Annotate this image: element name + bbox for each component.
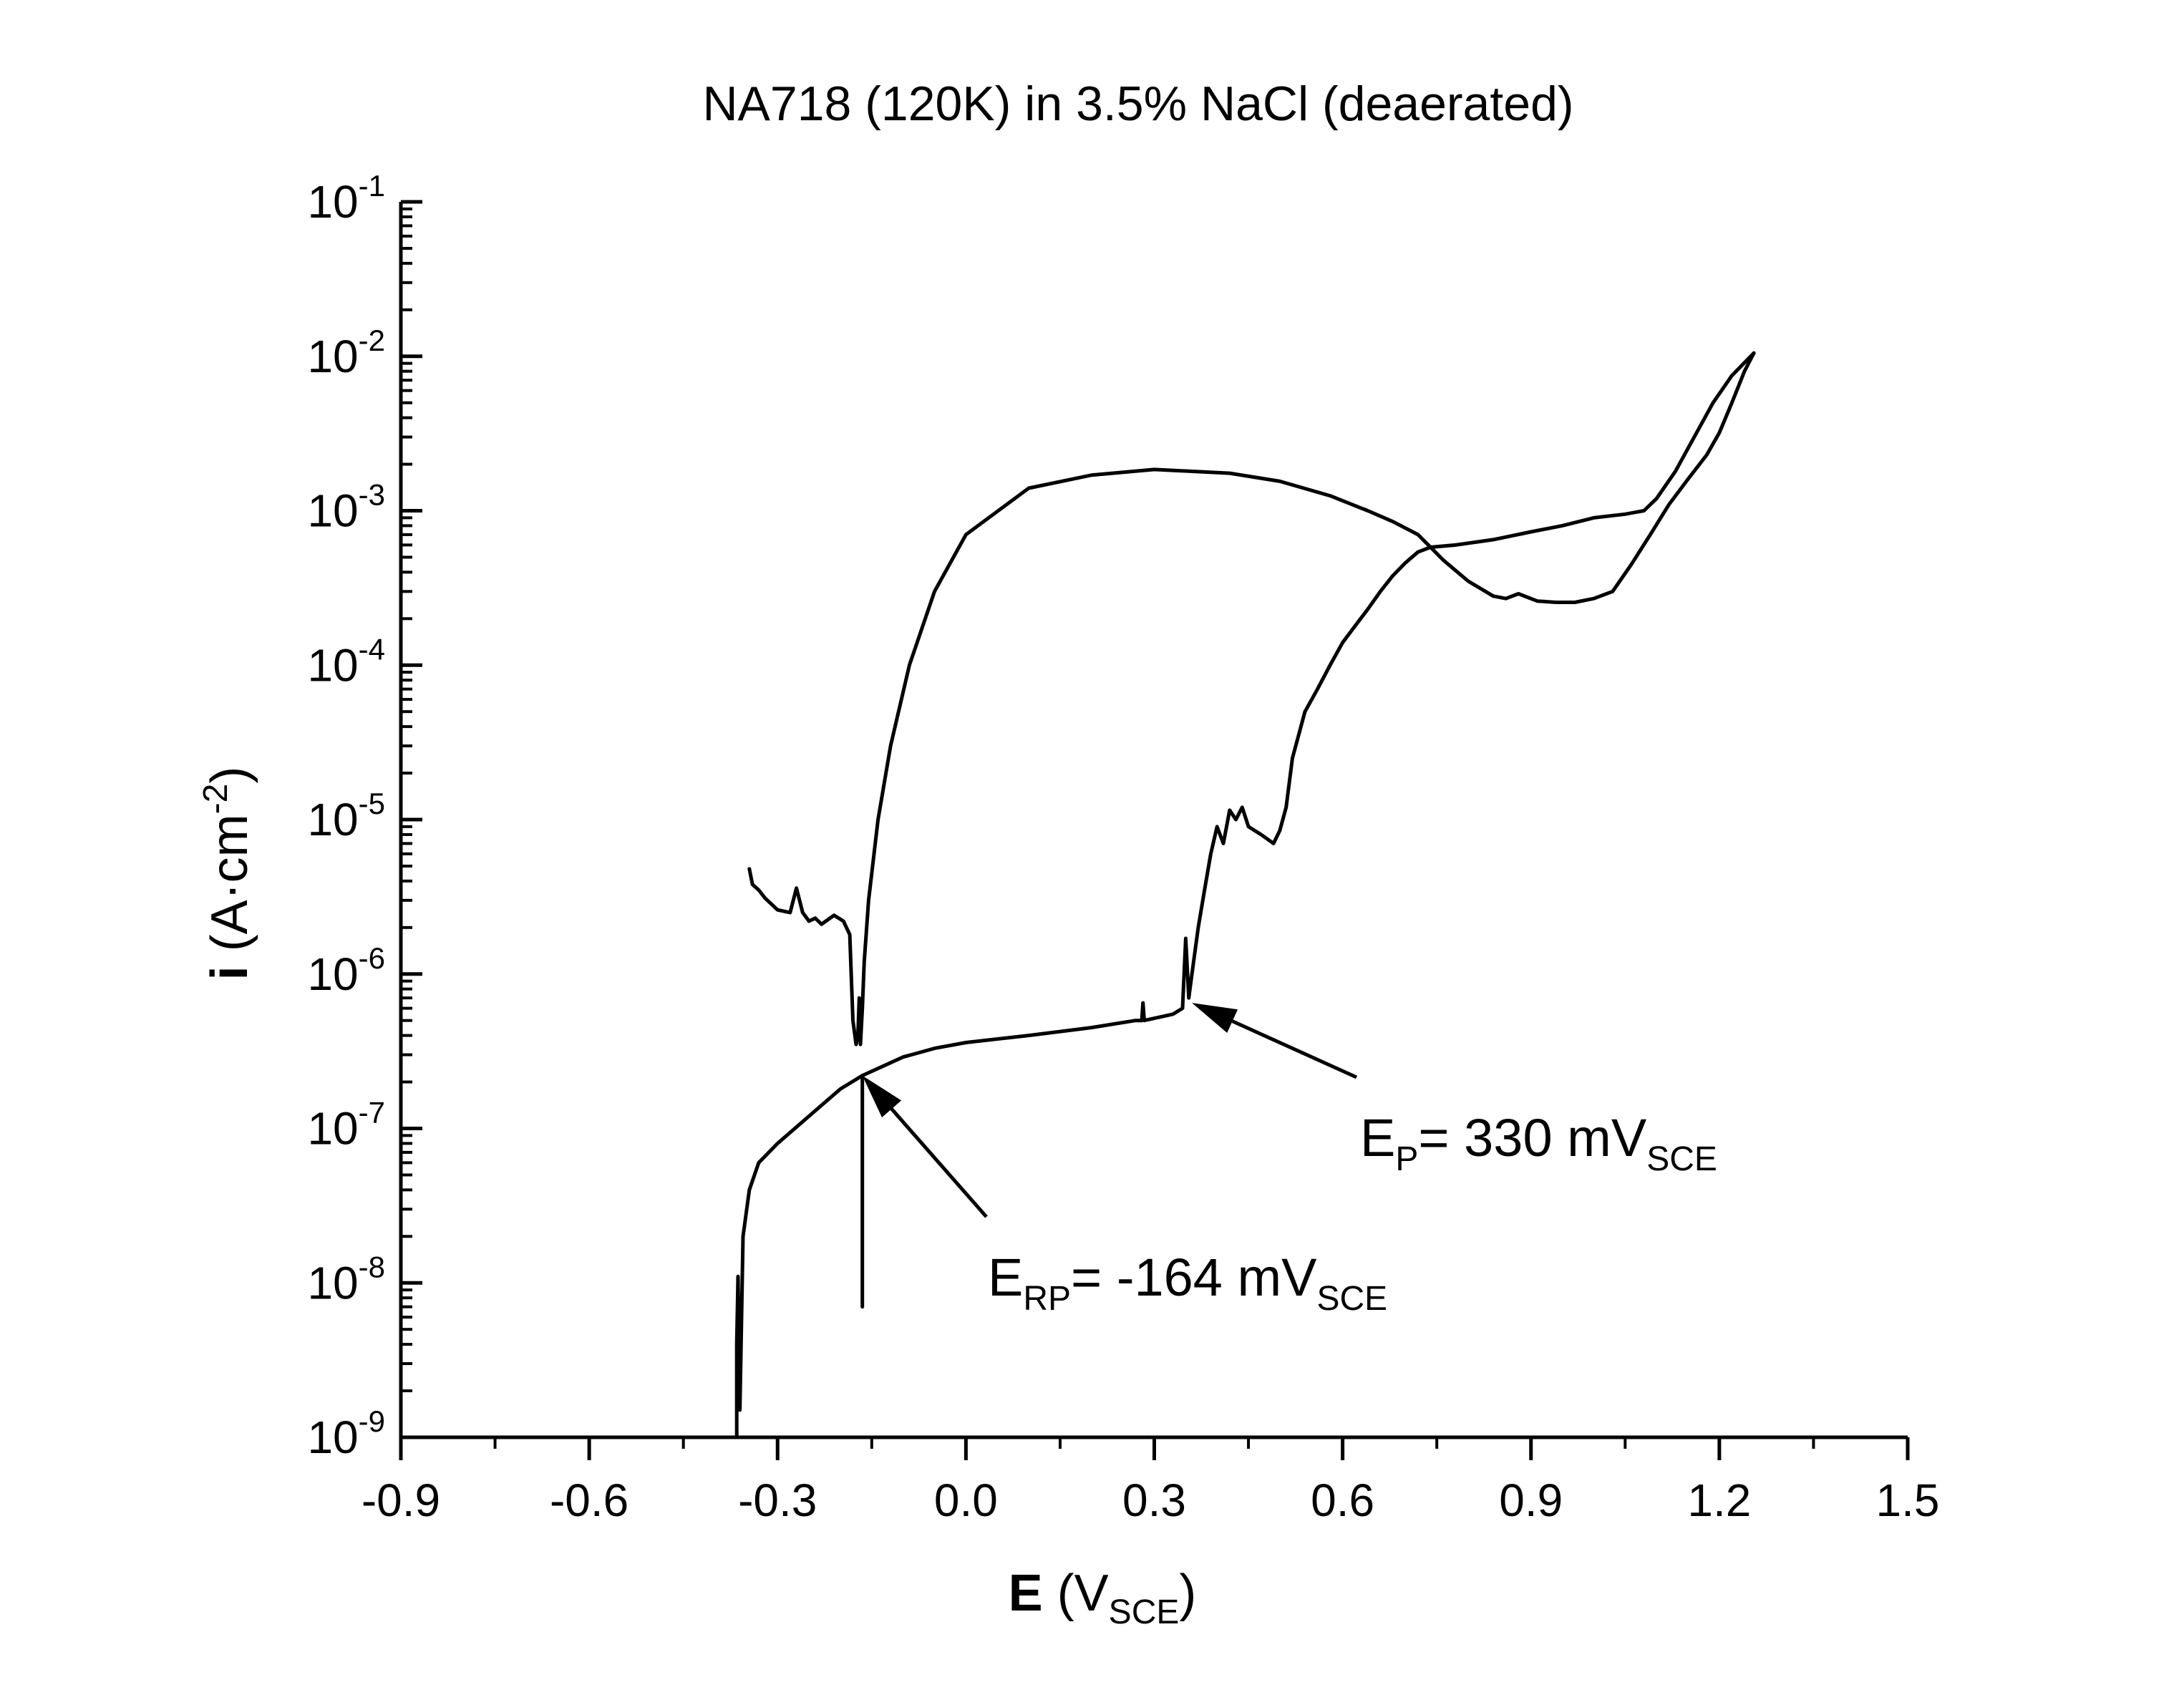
x-ticks: -0.9 -0.6 -0.3 0.0 0.3 0.6 0.9 1.2 1.5	[361, 1437, 1940, 1526]
x-tick-label: 1.2	[1687, 1475, 1751, 1526]
x-tick-label: -0.9	[361, 1475, 440, 1526]
x-tick-label: 0.9	[1499, 1475, 1563, 1526]
x-axis-label-text: (V	[1043, 1565, 1109, 1622]
annotation-label: ERP= -164 mVSCE	[988, 1248, 1387, 1318]
y-axis-label-close: )	[201, 767, 258, 784]
y-tick-label: 10-5	[307, 787, 385, 845]
y-ticks: 10-910-810-710-610-510-410-310-210-1	[307, 169, 422, 1463]
annotation-unit-sub: SCE	[1646, 1140, 1717, 1178]
annotation-symbol-sub: RP	[1023, 1280, 1071, 1318]
y-tick-exponent: -7	[359, 1096, 385, 1130]
y-tick-label: 10-3	[307, 478, 385, 537]
polarization-curve	[734, 351, 1756, 1439]
y-tick-base: 10	[307, 331, 358, 382]
annotation-arrowhead	[862, 1075, 902, 1118]
y-tick-base: 10	[307, 794, 358, 845]
y-tick-label: 10-7	[307, 1096, 385, 1155]
x-tick-label: 0.6	[1311, 1475, 1374, 1526]
y-tick-base: 10	[307, 1103, 358, 1155]
x-tick-label: 0.3	[1122, 1475, 1186, 1526]
y-tick-exponent: -5	[359, 787, 385, 820]
y-axis-label-text: (A·cm	[201, 814, 258, 966]
y-tick-base: 10	[307, 639, 358, 691]
y-tick-exponent: -9	[359, 1404, 385, 1438]
x-axis-label-symbol: E	[1009, 1565, 1043, 1622]
x-axis-label-close: )	[1179, 1565, 1196, 1622]
y-tick-exponent: -4	[359, 632, 385, 666]
y-axis-label-symbol: i	[201, 966, 258, 980]
y-tick-label: 10-4	[307, 632, 385, 691]
y-tick-base: 10	[307, 1412, 358, 1463]
y-tick-exponent: -8	[359, 1250, 385, 1283]
x-axis-label: E (VSCE)	[1009, 1565, 1197, 1631]
y-tick-label: 10-1	[307, 169, 385, 228]
y-tick-base: 10	[307, 1257, 358, 1308]
annotation-symbol: E	[988, 1248, 1023, 1307]
annotation-symbol: E	[1360, 1108, 1395, 1167]
y-tick-label: 10-8	[307, 1250, 385, 1308]
annotation-symbol-sub: P	[1395, 1140, 1418, 1178]
annotation-arrowhead	[1192, 1003, 1238, 1034]
annotation-arrow	[1231, 1019, 1358, 1079]
y-tick-exponent: -1	[359, 169, 385, 203]
x-tick-label: -0.6	[550, 1475, 628, 1526]
y-tick-label: 10-6	[307, 941, 385, 1000]
chart-title: NA718 (120K) in 3.5% NaCl (deaerated)	[702, 77, 1573, 131]
annotation-arrow	[890, 1107, 988, 1218]
x-tick-label: 0.0	[934, 1475, 998, 1526]
curve-forward	[734, 351, 1756, 1439]
y-axis-label-sup: -2	[197, 784, 235, 815]
y-tick-exponent: -2	[359, 324, 385, 357]
curve-reverse	[747, 351, 1756, 1046]
y-tick-base: 10	[307, 485, 358, 537]
y-tick-exponent: -3	[359, 478, 385, 512]
y-tick-label: 10-2	[307, 324, 385, 382]
y-axis-label: i (A·cm-2)	[197, 767, 258, 981]
annotation-value: = -164 mV	[1071, 1248, 1317, 1307]
x-axis-label-sub: SCE	[1109, 1593, 1180, 1631]
annotation-unit-sub: SCE	[1317, 1280, 1388, 1318]
y-tick-label: 10-9	[307, 1404, 385, 1463]
x-tick-label: -0.3	[738, 1475, 817, 1526]
y-tick-base: 10	[307, 948, 358, 1000]
x-tick-label: 1.5	[1876, 1475, 1940, 1526]
annotation-value: = 330 mV	[1418, 1108, 1646, 1167]
y-tick-base: 10	[307, 176, 358, 228]
y-tick-exponent: -6	[359, 941, 385, 975]
annotation-label: EP= 330 mVSCE	[1360, 1108, 1717, 1178]
